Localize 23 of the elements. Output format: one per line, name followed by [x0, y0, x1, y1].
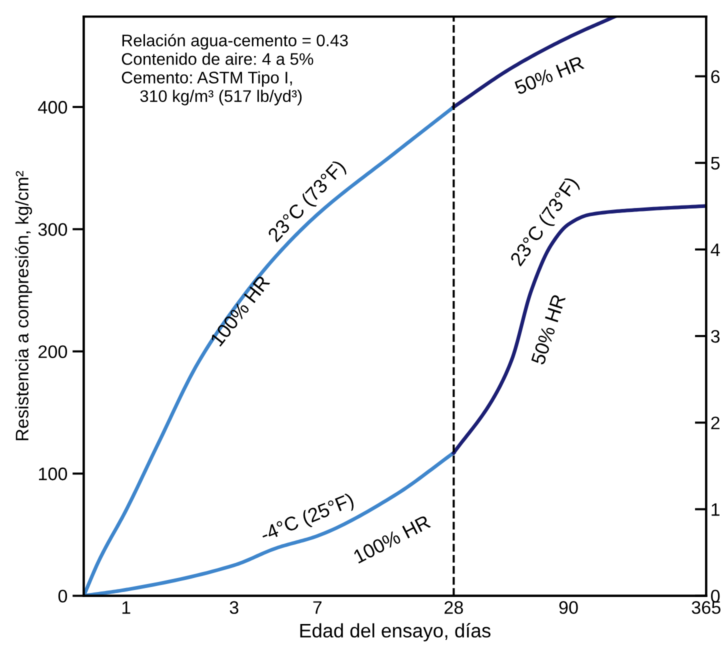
- y2-tick-label: 4: [710, 244, 720, 256]
- y2-tick-label: 6: [711, 70, 720, 84]
- y-axis-title: Resistencia a compresión, kg/cm²: [15, 171, 32, 440]
- y2-tick-label: 3: [711, 330, 720, 343]
- y-tick-label: 300: [38, 223, 68, 236]
- y-tick-label: 200: [38, 345, 68, 358]
- annotation: 100% HR: [352, 514, 432, 564]
- annotation: 50% HR: [514, 56, 585, 95]
- y2-tick-label: 2: [711, 416, 720, 430]
- x-tick-label: 365: [692, 601, 720, 614]
- x-tick-label: 90: [559, 601, 578, 614]
- x-axis-title: Edad del ensayo, días: [300, 623, 490, 642]
- y2-tick-label: 1: [712, 503, 720, 516]
- annotation: Relación agua-cemento = 0.43 Contenido de aire: 4 a 5% Cemento: ASTM Tipo I, 310 kg/m³ (517 lb/yd³): [122, 34, 348, 106]
- annotation: 50% HR: [530, 294, 566, 366]
- x-tick-label: 7: [313, 601, 322, 614]
- y-tick-label: 0: [58, 590, 68, 603]
- y-tick-label: 100: [39, 468, 68, 480]
- x-tick-label: 3: [230, 601, 238, 614]
- x-tick-label: 28: [444, 601, 463, 614]
- y-tick-label: 400: [38, 100, 68, 114]
- x-tick-label: 1: [122, 601, 130, 614]
- y2-tick-label: 5: [711, 157, 720, 170]
